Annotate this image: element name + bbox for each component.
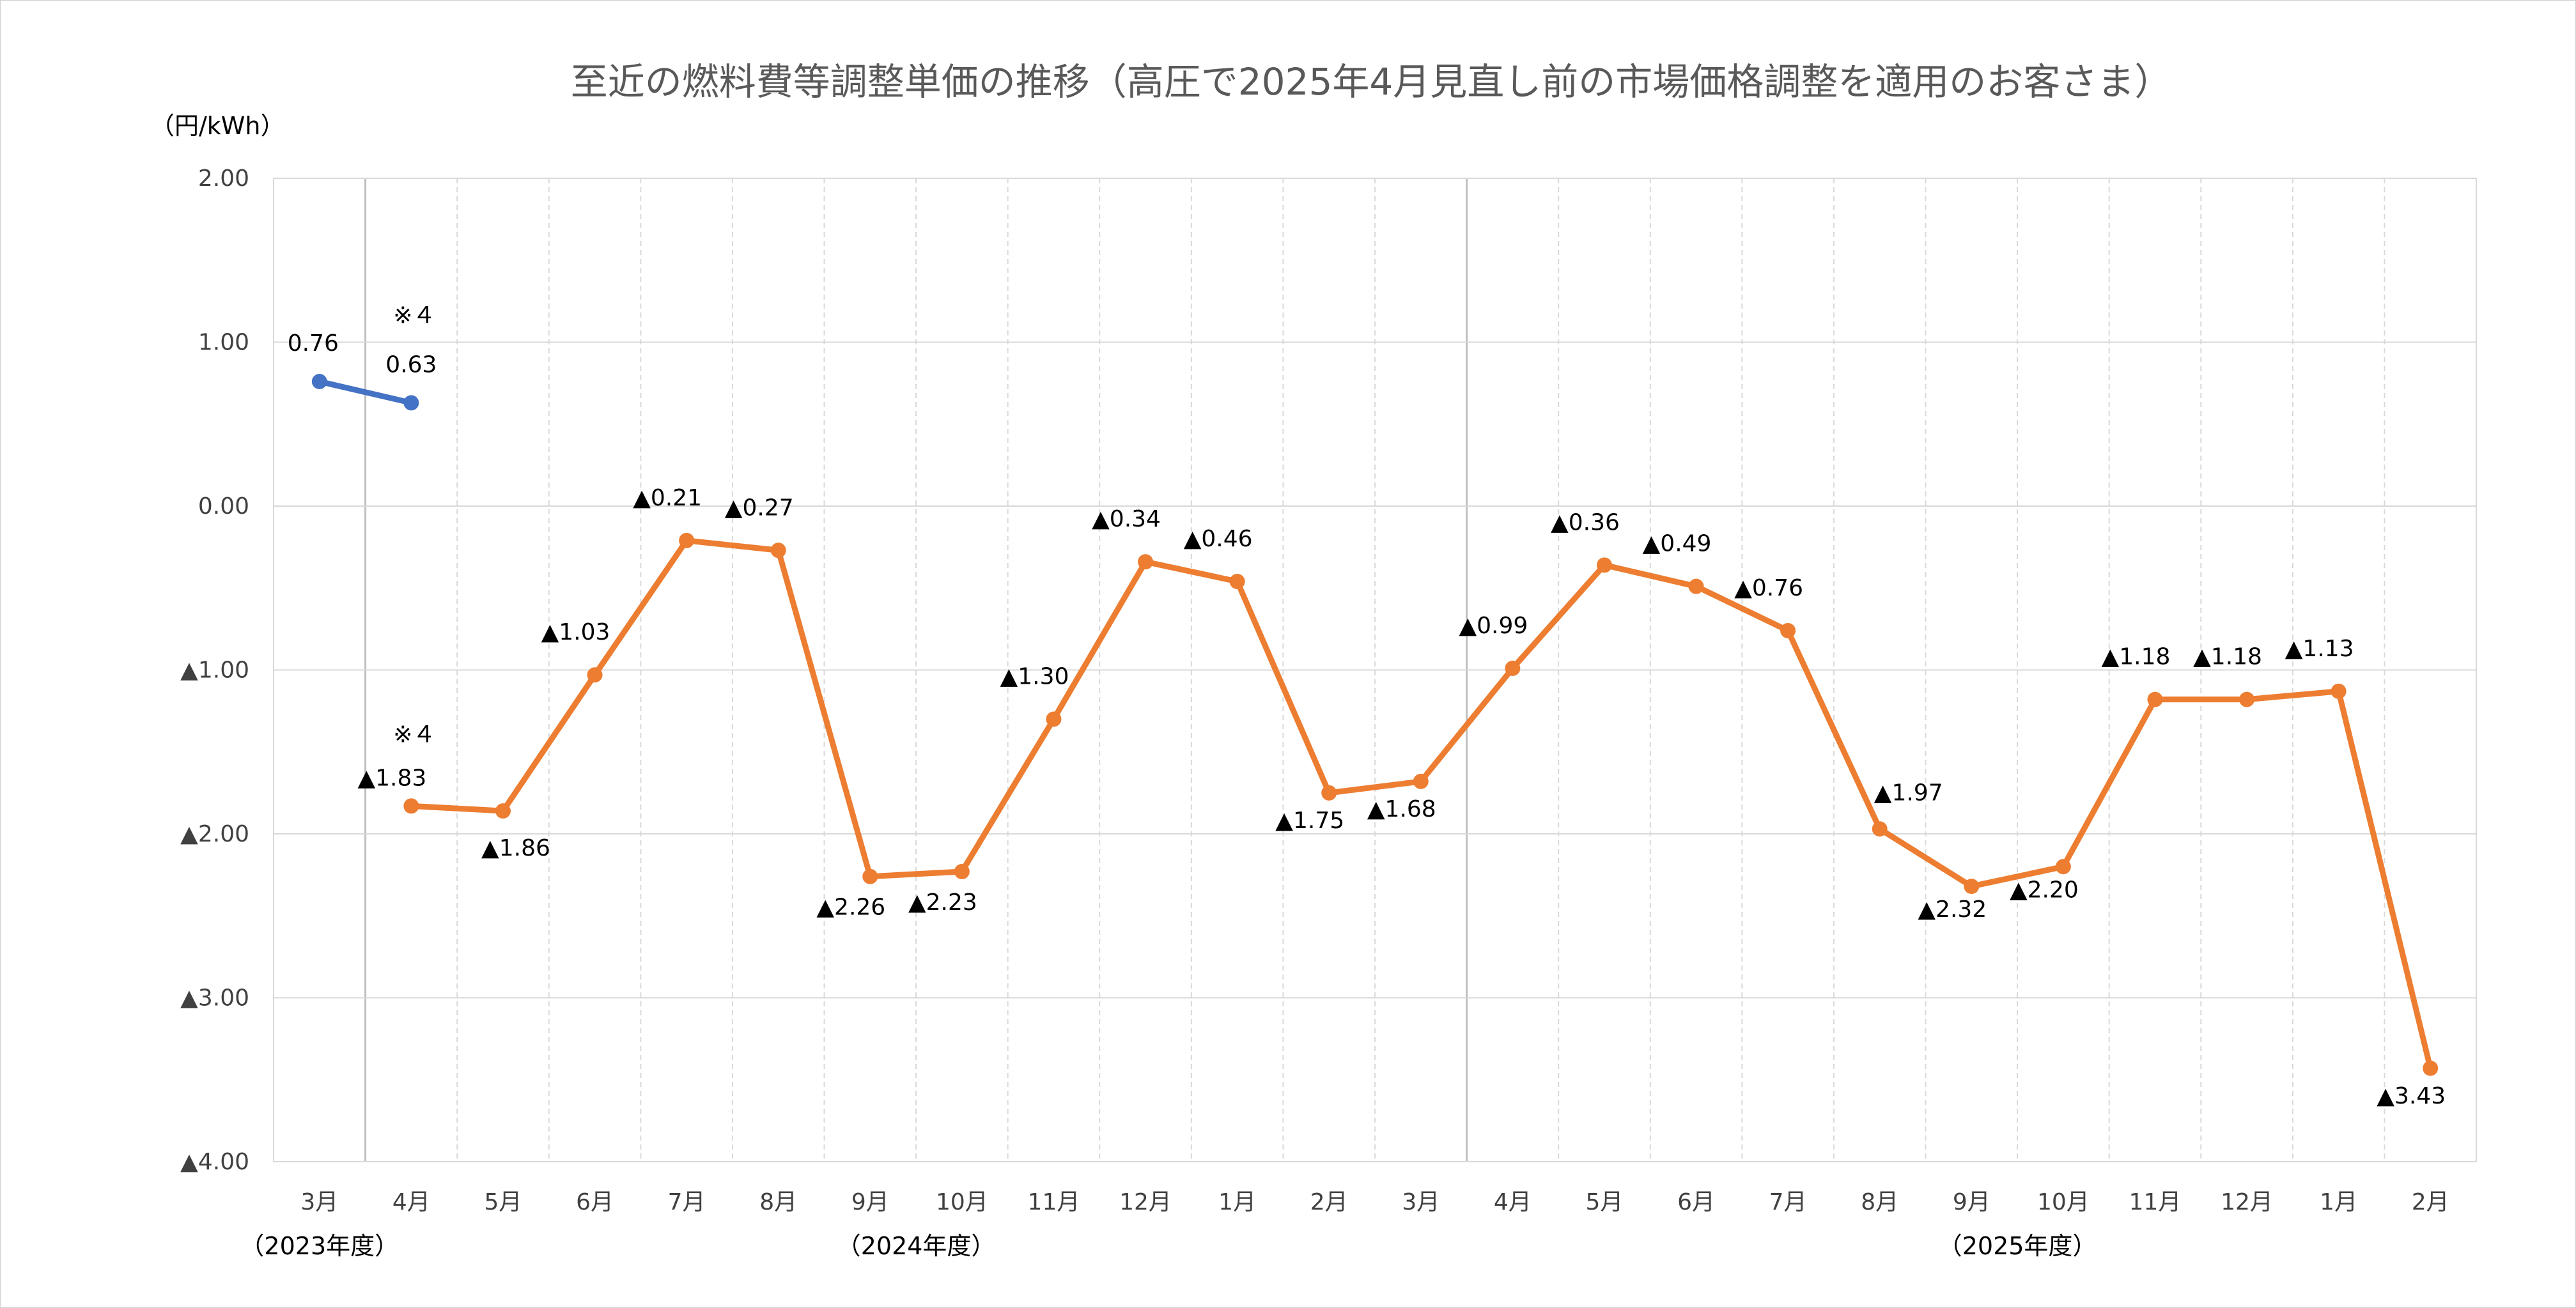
data-label: ▲1.30 — [1000, 663, 1069, 689]
y-tick-label: ▲4.00 — [180, 1149, 249, 1175]
annotation-note: ※４ — [393, 721, 435, 748]
data-point — [1780, 622, 1796, 638]
x-tick-label: 6月 — [576, 1189, 614, 1215]
data-point — [1138, 554, 1154, 570]
data-point — [2423, 1060, 2439, 1076]
chart-title: 至近の燃料費等調整単価の推移（高圧で2025年4月見直し前の市場価格調整を適用の… — [571, 60, 2172, 104]
x-tick-label: 10月 — [936, 1189, 988, 1215]
x-tick-label: 1月 — [1218, 1189, 1256, 1215]
y-tick-labels: 2.00 1.00 0.00 ▲1.00 ▲2.00 ▲3.00 ▲4.00 — [180, 165, 249, 1175]
data-point — [2055, 859, 2071, 875]
data-point — [1046, 711, 1062, 727]
x-tick-label: 5月 — [485, 1189, 522, 1215]
data-label: ▲2.20 — [2010, 877, 2079, 903]
data-label: ▲0.49 — [1643, 531, 1712, 557]
data-label: 0.76 — [288, 330, 339, 357]
x-tick-label: 1月 — [2320, 1189, 2357, 1215]
data-point — [1505, 660, 1521, 676]
data-point — [1964, 879, 1980, 895]
x-tick-label: 8月 — [1861, 1189, 1898, 1215]
data-point — [1321, 785, 1337, 801]
x-tick-label: 9月 — [1953, 1189, 1990, 1215]
data-point — [770, 542, 786, 558]
x-tick-label: 3月 — [300, 1189, 338, 1215]
data-label: ▲3.43 — [2377, 1083, 2446, 1109]
data-point — [1229, 573, 1245, 589]
fiscal-year-label: （2023年度） — [240, 1232, 399, 1260]
data-label: ▲1.13 — [2285, 636, 2354, 662]
data-label: ▲0.21 — [633, 485, 702, 511]
data-label: ▲0.27 — [725, 495, 794, 521]
data-point — [954, 863, 970, 879]
x-tick-label: 5月 — [1586, 1189, 1624, 1215]
annotations: ※４ ※４ — [393, 302, 435, 748]
data-point — [2331, 683, 2347, 699]
y-tick-label: 2.00 — [198, 165, 249, 192]
data-point — [1872, 821, 1888, 837]
y-tick-label: ▲2.00 — [180, 821, 249, 847]
fiscal-year-labels: （2023年度） （2024年度） （2025年度） — [240, 1232, 2097, 1260]
data-label: ▲0.34 — [1092, 506, 1161, 532]
data-point — [1596, 557, 1612, 573]
data-point — [403, 395, 419, 411]
fiscal-year-label: （2025年度） — [1938, 1232, 2097, 1260]
data-label: ▲0.76 — [1734, 575, 1803, 601]
x-tick-label: 4月 — [1494, 1189, 1532, 1215]
x-tick-label: 2月 — [1310, 1189, 1348, 1215]
y-tick-label: 0.00 — [198, 493, 249, 519]
x-tick-label: 9月 — [851, 1189, 889, 1215]
data-label: ▲2.26 — [816, 895, 885, 921]
data-label: ▲2.23 — [908, 889, 977, 916]
x-tick-label: 6月 — [1677, 1189, 1715, 1215]
y-tick-label: ▲1.00 — [180, 658, 249, 684]
data-label: ▲1.97 — [1874, 780, 1943, 806]
x-tick-label: 3月 — [1402, 1189, 1439, 1215]
x-tick-label: 2月 — [2412, 1189, 2449, 1215]
data-point — [679, 532, 695, 548]
x-tick-label: 7月 — [668, 1189, 706, 1215]
x-tick-label: 12月 — [2221, 1189, 2273, 1215]
series-layer — [311, 374, 2439, 1076]
x-tick-label: 10月 — [2037, 1189, 2090, 1215]
data-label: ▲1.18 — [2193, 644, 2262, 670]
data-label: 0.63 — [385, 351, 437, 378]
data-point — [403, 798, 419, 814]
y-tick-label: 1.00 — [198, 330, 249, 356]
data-label: ▲0.46 — [1184, 526, 1253, 552]
y-axis-unit: （円/kWh） — [150, 112, 284, 140]
data-labels: 0.76 0.63 ▲1.83 ▲1.86 ▲1.03 ▲0.21 ▲0.27 ▲2.26 ▲2… — [288, 330, 2446, 1109]
data-label: ▲1.83 — [357, 765, 426, 791]
grid-lines — [273, 178, 2477, 1162]
data-point — [862, 868, 878, 884]
x-tick-label: 8月 — [759, 1189, 797, 1215]
data-label: ▲1.75 — [1275, 808, 1344, 834]
data-point — [587, 667, 603, 683]
series-line-1 — [316, 378, 414, 406]
data-point — [2239, 691, 2255, 707]
x-tick-label: 11月 — [1028, 1189, 1080, 1215]
x-tick-labels: 3月 4月 5月 6月 7月 8月 9月 10月 11月 12月 1月 2月 3月 4月 5月 6月 7月 8月 9… — [300, 1189, 2449, 1215]
data-point — [1413, 773, 1429, 789]
x-tick-label: 11月 — [2129, 1189, 2182, 1215]
data-label: ▲1.03 — [541, 619, 610, 645]
data-label: ▲0.36 — [1551, 509, 1620, 535]
x-tick-label: 7月 — [1769, 1189, 1807, 1215]
data-label: ▲0.99 — [1459, 613, 1528, 639]
data-point — [2147, 691, 2163, 707]
data-label: ▲2.32 — [1918, 896, 1987, 923]
x-tick-label: 4月 — [392, 1189, 430, 1215]
data-point — [495, 803, 511, 819]
data-label: ▲1.68 — [1367, 796, 1436, 822]
annotation-note: ※４ — [393, 302, 435, 328]
y-tick-label: ▲3.00 — [180, 985, 249, 1012]
data-point — [311, 374, 327, 390]
data-label: ▲1.86 — [481, 835, 550, 861]
x-tick-label: 12月 — [1119, 1189, 1172, 1215]
fiscal-year-label: （2024年度） — [837, 1232, 996, 1260]
data-point — [1688, 578, 1704, 594]
data-label: ▲1.18 — [2102, 644, 2171, 670]
